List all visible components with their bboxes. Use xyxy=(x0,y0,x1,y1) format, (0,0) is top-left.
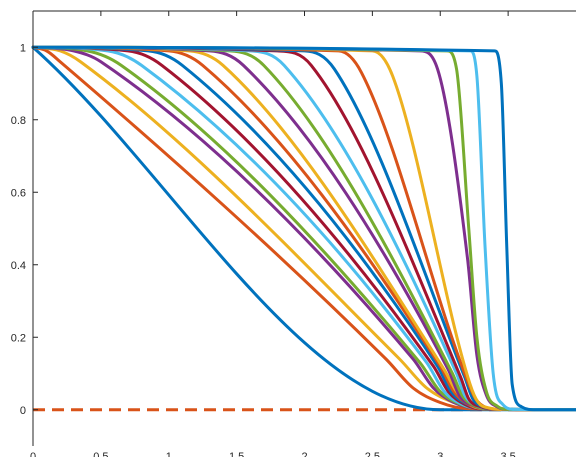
x-tick-label: 3 xyxy=(437,451,443,457)
x-tick-label: 3.5 xyxy=(500,451,515,457)
x-tick-label: 0.5 xyxy=(93,451,108,457)
x-tick-label: 1.5 xyxy=(229,451,244,457)
series-lines xyxy=(31,45,576,412)
series-line-21 xyxy=(31,45,576,412)
x-tick-label: 2 xyxy=(301,451,307,457)
y-tick-label: 0.6 xyxy=(11,187,26,199)
y-tick-label: 0.4 xyxy=(11,260,26,272)
x-tick-label: 1 xyxy=(166,451,172,457)
series-line-2 xyxy=(31,45,576,412)
y-tick-label: 0 xyxy=(20,405,26,417)
y-tick-label: 0.2 xyxy=(11,332,26,344)
y-tick-label: 0.8 xyxy=(11,115,26,127)
x-tick-label: 2.5 xyxy=(365,451,380,457)
y-axis: 0 0.2 0.4 0.6 0.8 1 xyxy=(11,42,38,417)
x-tick-label: 0 xyxy=(30,451,36,457)
y-tick-label: 1 xyxy=(20,42,26,54)
